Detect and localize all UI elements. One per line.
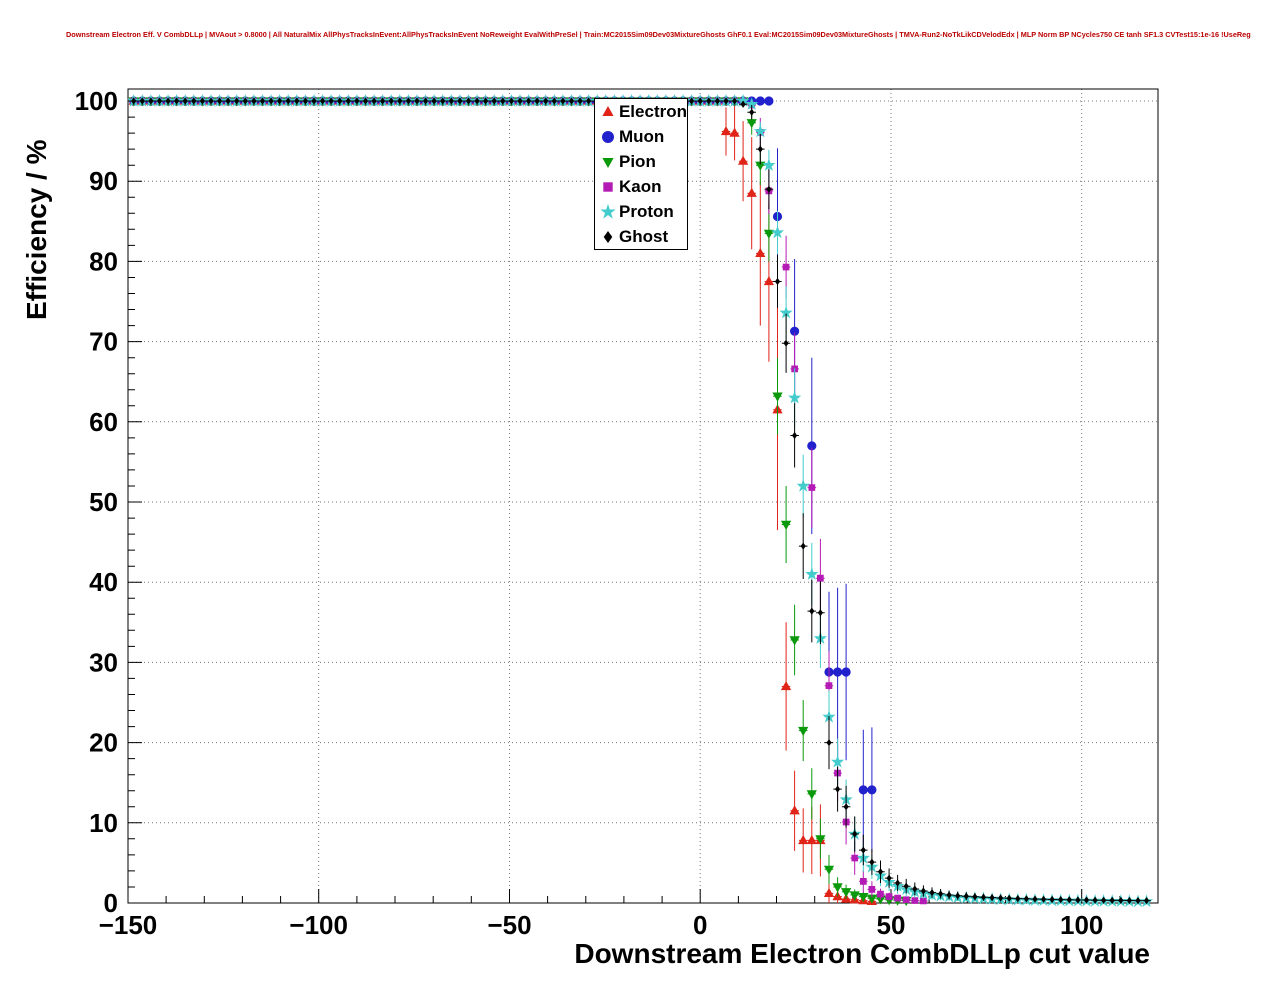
plot-title: Downstream Electron Eff. V CombDLLp | MV… <box>66 30 1251 39</box>
y-tick-label: 0 <box>104 888 118 918</box>
legend-label-ghost: Ghost <box>619 227 669 246</box>
frame-border <box>127 88 1159 904</box>
y-axis-title: Efficiency / % <box>21 139 52 320</box>
x-axis-title: Downstream Electron CombDLLp cut value <box>574 938 1150 969</box>
legend-item-proton: Proton <box>595 199 687 224</box>
y-tick-label: 100 <box>75 86 118 116</box>
proton-marker-icon <box>600 203 616 219</box>
kaon-markers <box>130 97 927 905</box>
legend-item-kaon: Kaon <box>595 174 687 199</box>
y-tick-label: 10 <box>89 808 118 838</box>
pion-marker-icon <box>602 157 614 168</box>
kaon-marker-icon <box>603 181 613 192</box>
y-tick-label: 80 <box>89 246 118 276</box>
y-tick-label: 50 <box>89 487 118 517</box>
legend-item-electron: Electron <box>595 99 687 124</box>
x-tick-label: −100 <box>289 910 348 940</box>
muon-marker-icon <box>602 130 614 143</box>
electron-marker-icon <box>602 105 614 116</box>
legend-label-electron: Electron <box>618 102 687 121</box>
legend-label-proton: Proton <box>619 202 674 221</box>
y-tick-label: 30 <box>89 647 118 677</box>
x-tick-label: 0 <box>693 910 707 940</box>
legend-item-pion: Pion <box>595 149 687 174</box>
y-tick-label: 40 <box>89 567 118 597</box>
ghost-marker-icon <box>603 230 613 243</box>
legend-label-muon: Muon <box>619 127 665 146</box>
y-tick-label: 20 <box>89 728 118 758</box>
x-tick-label: −50 <box>487 910 531 940</box>
y-tick-label: 60 <box>89 407 118 437</box>
legend: Electron Muon Pion Kaon Proton Ghost <box>594 98 688 250</box>
y-tick-label: 90 <box>89 166 118 196</box>
legend-label-pion: Pion <box>619 152 656 171</box>
legend-item-ghost: Ghost <box>595 224 687 249</box>
y-tick-label: 70 <box>89 327 118 357</box>
legend-label-kaon: Kaon <box>619 177 662 196</box>
x-tick-label: 50 <box>877 910 906 940</box>
legend-item-muon: Muon <box>595 124 687 149</box>
x-tick-label: 100 <box>1060 910 1103 940</box>
x-tick-label: −150 <box>99 910 158 940</box>
